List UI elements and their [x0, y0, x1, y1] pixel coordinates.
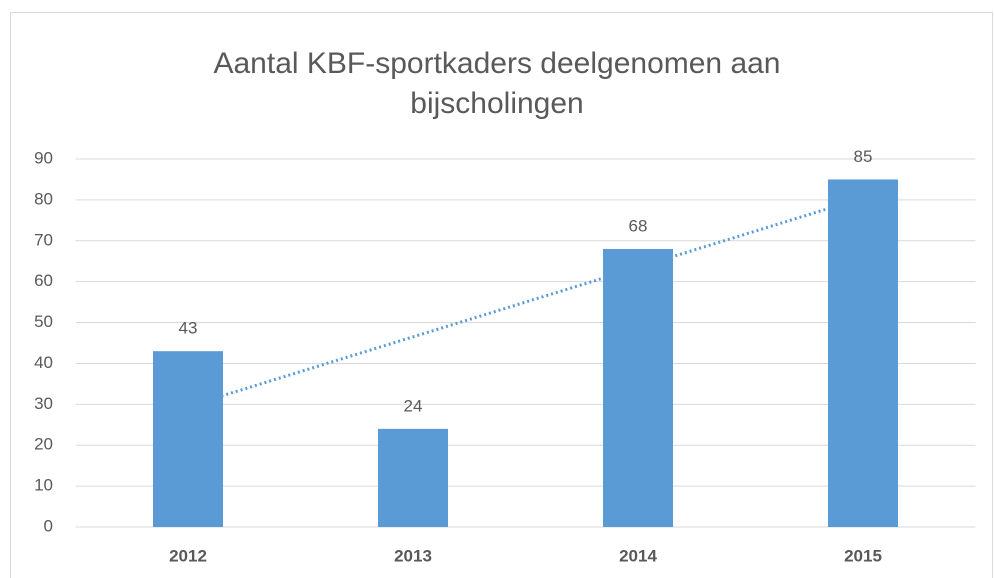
- bar: [153, 351, 223, 527]
- y-tick-label: 40: [34, 353, 53, 372]
- bar: [828, 179, 898, 527]
- y-tick-label: 90: [34, 148, 53, 167]
- y-tick-label: 0: [44, 516, 53, 535]
- y-tick-label: 70: [34, 230, 53, 249]
- y-tick-label: 10: [34, 476, 53, 495]
- trendline: [187, 196, 864, 408]
- x-tick-label: 2014: [619, 546, 657, 565]
- chart-frame: [10, 12, 993, 578]
- bar: [603, 248, 673, 527]
- data-label: 85: [854, 147, 873, 166]
- x-tick-label: 2012: [169, 546, 207, 565]
- y-tick-label: 60: [34, 271, 53, 290]
- chart-title: Aantal KBF-sportkaders deelgenomen aan b…: [213, 47, 781, 120]
- data-label: 43: [179, 319, 198, 338]
- x-tick-label: 2013: [394, 546, 432, 565]
- y-tick-label: 20: [34, 435, 53, 454]
- bar: [378, 428, 448, 527]
- x-tick-label: 2015: [844, 546, 882, 565]
- data-label: 24: [404, 396, 423, 415]
- y-tick-label: 80: [34, 189, 53, 208]
- data-label: 68: [629, 216, 648, 235]
- y-tick-label: 30: [34, 394, 53, 413]
- y-tick-label: 50: [34, 312, 53, 331]
